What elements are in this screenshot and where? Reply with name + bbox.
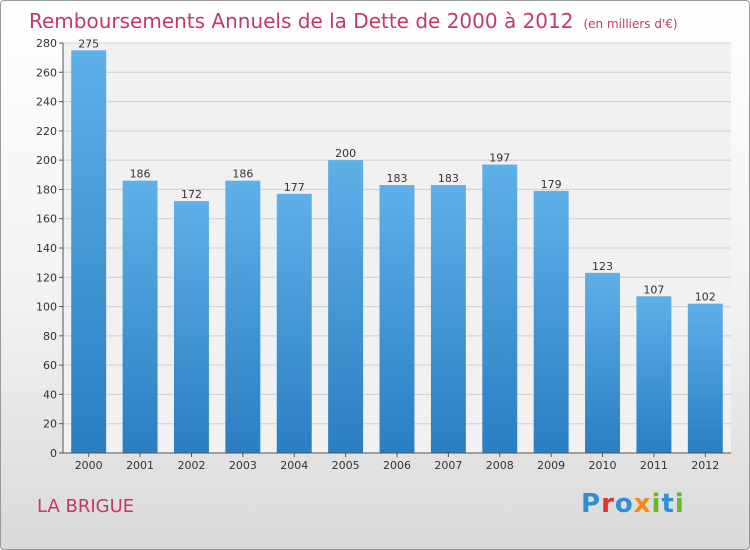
data-label: 107: [643, 283, 664, 296]
logo-letter: o: [614, 489, 634, 519]
data-label: 275: [78, 37, 99, 50]
bar-2000: [71, 50, 107, 453]
chart-subtitle: (en milliers d'€): [583, 17, 678, 31]
y-tick-label: 0: [50, 447, 57, 460]
bar-2002: [173, 201, 209, 453]
data-label: 102: [695, 291, 716, 304]
x-tick-label: 2012: [691, 459, 719, 472]
x-tick-label: 2003: [229, 459, 257, 472]
y-tick-label: 200: [36, 154, 57, 167]
data-label: 186: [130, 168, 151, 181]
data-label: 177: [284, 181, 305, 194]
logo-letter: P: [581, 489, 602, 519]
y-tick-label: 120: [36, 271, 57, 284]
bar-2012: [687, 303, 723, 453]
logo-letter: x: [633, 489, 652, 519]
bars: 275 186 172 186 177 200 183 183 197 179 123 107 102: [71, 37, 723, 454]
proxiti-logo[interactable]: Proxiti: [581, 489, 685, 519]
x-tick-label: 2008: [486, 459, 514, 472]
data-label: 123: [592, 260, 613, 273]
y-tick-label: 140: [36, 242, 57, 255]
x-tick-label: 2007: [434, 459, 462, 472]
chart-title: Remboursements Annuels de la Dette de 20…: [29, 9, 678, 33]
y-tick-label: 80: [43, 330, 57, 343]
bar-2009: [533, 190, 569, 453]
bar-2003: [225, 180, 261, 453]
y-tick-label: 20: [43, 418, 57, 431]
bar-2001: [122, 180, 158, 453]
data-label: 200: [335, 147, 356, 160]
y-tick-label: 100: [36, 301, 57, 314]
bar-2011: [636, 296, 672, 453]
data-label: 179: [541, 178, 562, 191]
x-tick-label: 2006: [383, 459, 411, 472]
y-tick-label: 160: [36, 213, 57, 226]
title-text: Remboursements Annuels de la Dette de 20…: [29, 9, 574, 33]
bar-2004: [276, 193, 312, 454]
y-tick-label: 40: [43, 388, 57, 401]
x-tick-label: 2009: [537, 459, 565, 472]
x-tick-label: 2001: [126, 459, 154, 472]
y-tick-label: 260: [36, 66, 57, 79]
bar-2008: [482, 164, 518, 454]
bar-2010: [585, 272, 621, 453]
data-label: 183: [387, 172, 408, 185]
x-tick-label: 2011: [640, 459, 668, 472]
data-label: 183: [438, 172, 459, 185]
data-label: 186: [232, 168, 253, 181]
logo-letter: r: [601, 489, 615, 519]
x-tick-label: 2004: [280, 459, 308, 472]
logo-letter: t: [661, 489, 675, 519]
bar-2006: [379, 185, 415, 454]
x-tick-label: 2000: [75, 459, 103, 472]
bar-2007: [430, 185, 466, 454]
y-tick-label: 180: [36, 183, 57, 196]
logo-letter: i: [674, 489, 685, 519]
logo-letter: i: [651, 489, 662, 519]
data-label: 172: [181, 188, 202, 201]
data-label: 197: [489, 152, 510, 165]
x-axis: 2000 2001 2002 2003 2004 2005 2006 2007 2008 2009…: [63, 452, 731, 472]
x-tick-label: 2002: [177, 459, 205, 472]
bar-2005: [328, 160, 364, 453]
y-tick-label: 240: [36, 96, 57, 109]
y-tick-label: 220: [36, 125, 57, 138]
y-tick-label: 280: [36, 37, 57, 50]
commune-name: LA BRIGUE: [37, 496, 135, 517]
y-axis: 0 20 40 60 80 100 120 140 160 180 200 220 240 260 280: [36, 37, 64, 460]
x-tick-label: 2005: [332, 459, 360, 472]
x-tick-label: 2010: [589, 459, 617, 472]
y-tick-label: 60: [43, 359, 57, 372]
